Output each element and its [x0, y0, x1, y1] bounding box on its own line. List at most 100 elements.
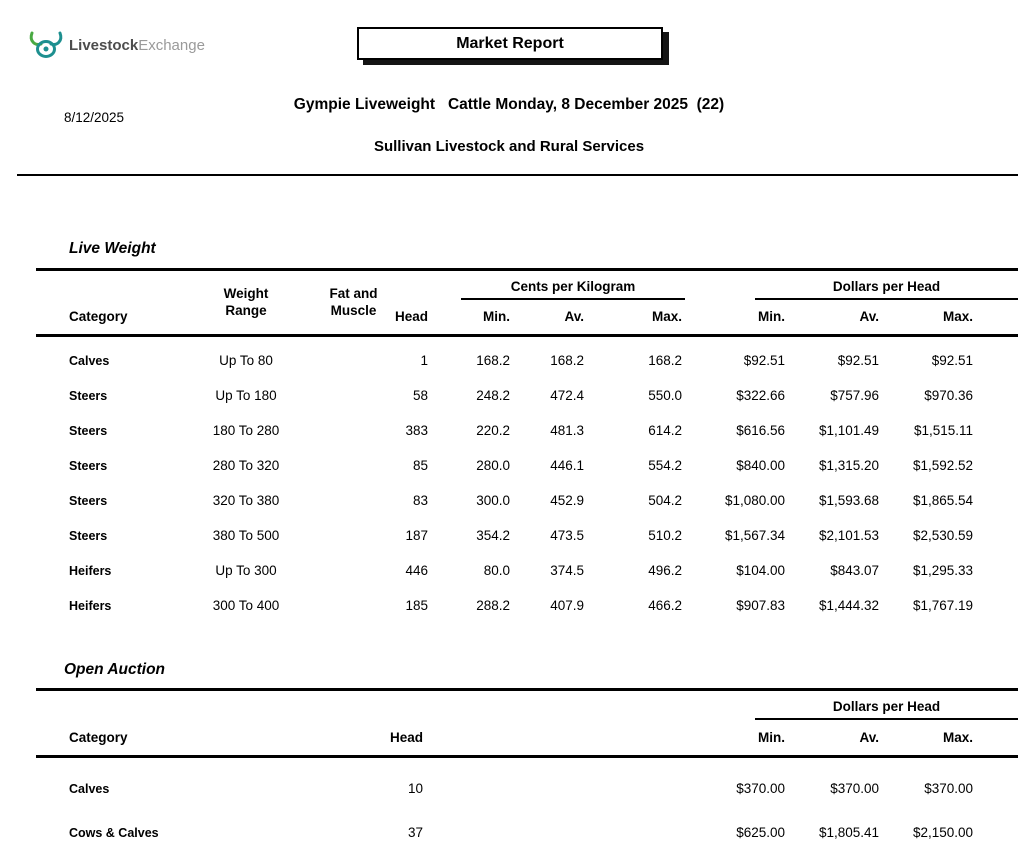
- head-cell: 85: [412, 457, 428, 473]
- head-cell: 37: [407, 824, 423, 840]
- cattle-icon: [29, 31, 63, 58]
- spacer-cell: [426, 801, 685, 845]
- weight-range-cell: Up To 300: [215, 562, 277, 578]
- dph-av-cell: $1,444.32: [818, 597, 880, 613]
- group-header-dollars-per-head: Dollars per Head: [685, 690, 1018, 720]
- dph-av-cell: $1,101.49: [818, 422, 880, 438]
- head-cell: 1: [420, 352, 428, 368]
- ckg-av-cell: 452.9: [550, 492, 584, 508]
- dph-av-cell: $757.96: [830, 387, 880, 403]
- open-auction-heading: Open Auction: [64, 661, 166, 678]
- fat-muscle-cell: [316, 581, 391, 616]
- col-header-dph-max: Max.: [882, 299, 1018, 337]
- ckg-av-cell: 446.1: [550, 457, 584, 473]
- col-header-fat-muscle: Fat and Muscle: [316, 269, 391, 337]
- header-divider: [17, 174, 1018, 176]
- col-header-head: Head: [391, 269, 431, 337]
- dph-max-cell: $1,865.54: [912, 492, 974, 508]
- fat-muscle-cell: [316, 336, 391, 371]
- fat-muscle-cell: [316, 511, 391, 546]
- live-weight-body: Calves Up To 80 1 168.2 168.2 168.2 $92.51 $92.…: [36, 336, 1018, 616]
- head-cell: 185: [405, 597, 428, 613]
- dph-max-cell: $2,530.59: [912, 527, 974, 543]
- category-cell: Steers: [69, 388, 108, 403]
- ckg-av-cell: 374.5: [550, 562, 584, 578]
- col-header-dph-min: Min.: [685, 299, 789, 337]
- blank-header-cell: [426, 719, 685, 758]
- dph-max-cell: $370.00: [924, 780, 974, 796]
- fat-muscle-cell: [316, 441, 391, 476]
- table-row: Steers 280 To 320 85 280.0 446.1 554.2 $840.00…: [36, 441, 1018, 476]
- group-header-dollars-per-head: Dollars per Head: [685, 270, 1018, 300]
- weight-range-cell: 280 To 320: [212, 457, 280, 473]
- col-header-head: Head: [196, 719, 426, 758]
- dph-av-cell: $92.51: [837, 352, 880, 368]
- table-row: Heifers Up To 300 446 80.0 374.5 496.2 $104.00…: [36, 546, 1018, 581]
- col-header-dph-av: Av.: [788, 719, 882, 758]
- sale-title: Gympie Liveweight Cattle Monday, 8 Decem…: [293, 96, 725, 113]
- dph-min-cell: $616.56: [736, 422, 786, 438]
- ckg-min-cell: 248.2: [476, 387, 510, 403]
- category-cell: Steers: [69, 493, 108, 508]
- dph-av-cell: $2,101.53: [818, 527, 880, 543]
- weight-range-cell: 300 To 400: [212, 597, 280, 613]
- brand-name: LivestockExchange: [69, 37, 205, 54]
- dph-max-cell: $1,295.33: [912, 562, 974, 578]
- ckg-min-cell: 354.2: [476, 527, 510, 543]
- ckg-max-cell: 168.2: [648, 352, 683, 368]
- ckg-av-cell: 472.4: [550, 387, 584, 403]
- head-cell: 83: [412, 492, 428, 508]
- ckg-min-cell: 280.0: [476, 457, 510, 473]
- category-cell: Heifers: [69, 563, 112, 578]
- open-auction-table: Dollars per Head Category Head Min. Av. …: [36, 688, 1018, 845]
- fat-muscle-cell: [316, 546, 391, 581]
- category-cell: Steers: [69, 423, 108, 438]
- brand-name-light: Exchange: [138, 36, 205, 54]
- table-row: Calves 10 $370.00 $370.00 $370.00: [36, 757, 1018, 801]
- report-title-box: Market Report: [357, 27, 663, 60]
- live-weight-heading: Live Weight: [69, 240, 156, 257]
- category-cell: Calves: [69, 353, 110, 368]
- head-cell: 446: [405, 562, 428, 578]
- ckg-min-cell: 80.0: [483, 562, 510, 578]
- table-row: Heifers 300 To 400 185 288.2 407.9 466.2 $907.…: [36, 581, 1018, 616]
- ckg-max-cell: 550.0: [648, 387, 683, 403]
- col-header-dph-max: Max.: [882, 719, 1018, 758]
- category-cell: Heifers: [69, 598, 112, 613]
- group-label-dollars: Dollars per Head: [755, 279, 1018, 300]
- head-cell: 383: [405, 422, 428, 438]
- col-header-ckg-max: Max.: [587, 299, 686, 337]
- group-label-cents: Cents per Kilogram: [461, 279, 686, 300]
- ckg-min-cell: 168.2: [476, 352, 510, 368]
- fat-muscle-cell: [316, 406, 391, 441]
- table-row: Steers 320 To 380 83 300.0 452.9 504.2 $1,080.…: [36, 476, 1018, 511]
- ckg-max-cell: 496.2: [648, 562, 683, 578]
- ckg-av-cell: 407.9: [550, 597, 584, 613]
- head-cell: 187: [405, 527, 428, 543]
- dph-max-cell: $1,592.52: [912, 457, 974, 473]
- report-title: Market Report: [456, 34, 564, 52]
- dph-min-cell: $840.00: [736, 457, 786, 473]
- col-header-category: Category: [36, 719, 196, 758]
- dph-max-cell: $2,150.00: [912, 824, 974, 840]
- live-weight-header: Category Weight Range Fat and Muscle Hea…: [36, 269, 1018, 337]
- ckg-av-cell: 473.5: [550, 527, 584, 543]
- dph-min-cell: $1,567.34: [724, 527, 786, 543]
- col-header-ckg-av: Av.: [513, 299, 587, 337]
- dph-av-cell: $843.07: [830, 562, 880, 578]
- live-weight-table: Category Weight Range Fat and Muscle Hea…: [36, 268, 1018, 616]
- dph-max-cell: $970.36: [924, 387, 974, 403]
- dph-min-cell: $104.00: [736, 562, 786, 578]
- weight-range-cell: Up To 180: [215, 387, 277, 403]
- dph-max-cell: $92.51: [931, 352, 974, 368]
- weight-range-cell: Up To 80: [219, 352, 273, 368]
- ckg-max-cell: 504.2: [648, 492, 683, 508]
- open-auction-body: Calves 10 $370.00 $370.00 $370.00 Cows & Calv…: [36, 757, 1018, 845]
- dph-min-cell: $370.00: [736, 780, 785, 796]
- dph-min-cell: $92.51: [743, 352, 786, 368]
- col-header-ckg-min: Min.: [431, 299, 513, 337]
- head-cell: 58: [412, 387, 428, 403]
- dph-min-cell: $907.83: [736, 597, 786, 613]
- col-header-dph-av: Av.: [788, 299, 883, 337]
